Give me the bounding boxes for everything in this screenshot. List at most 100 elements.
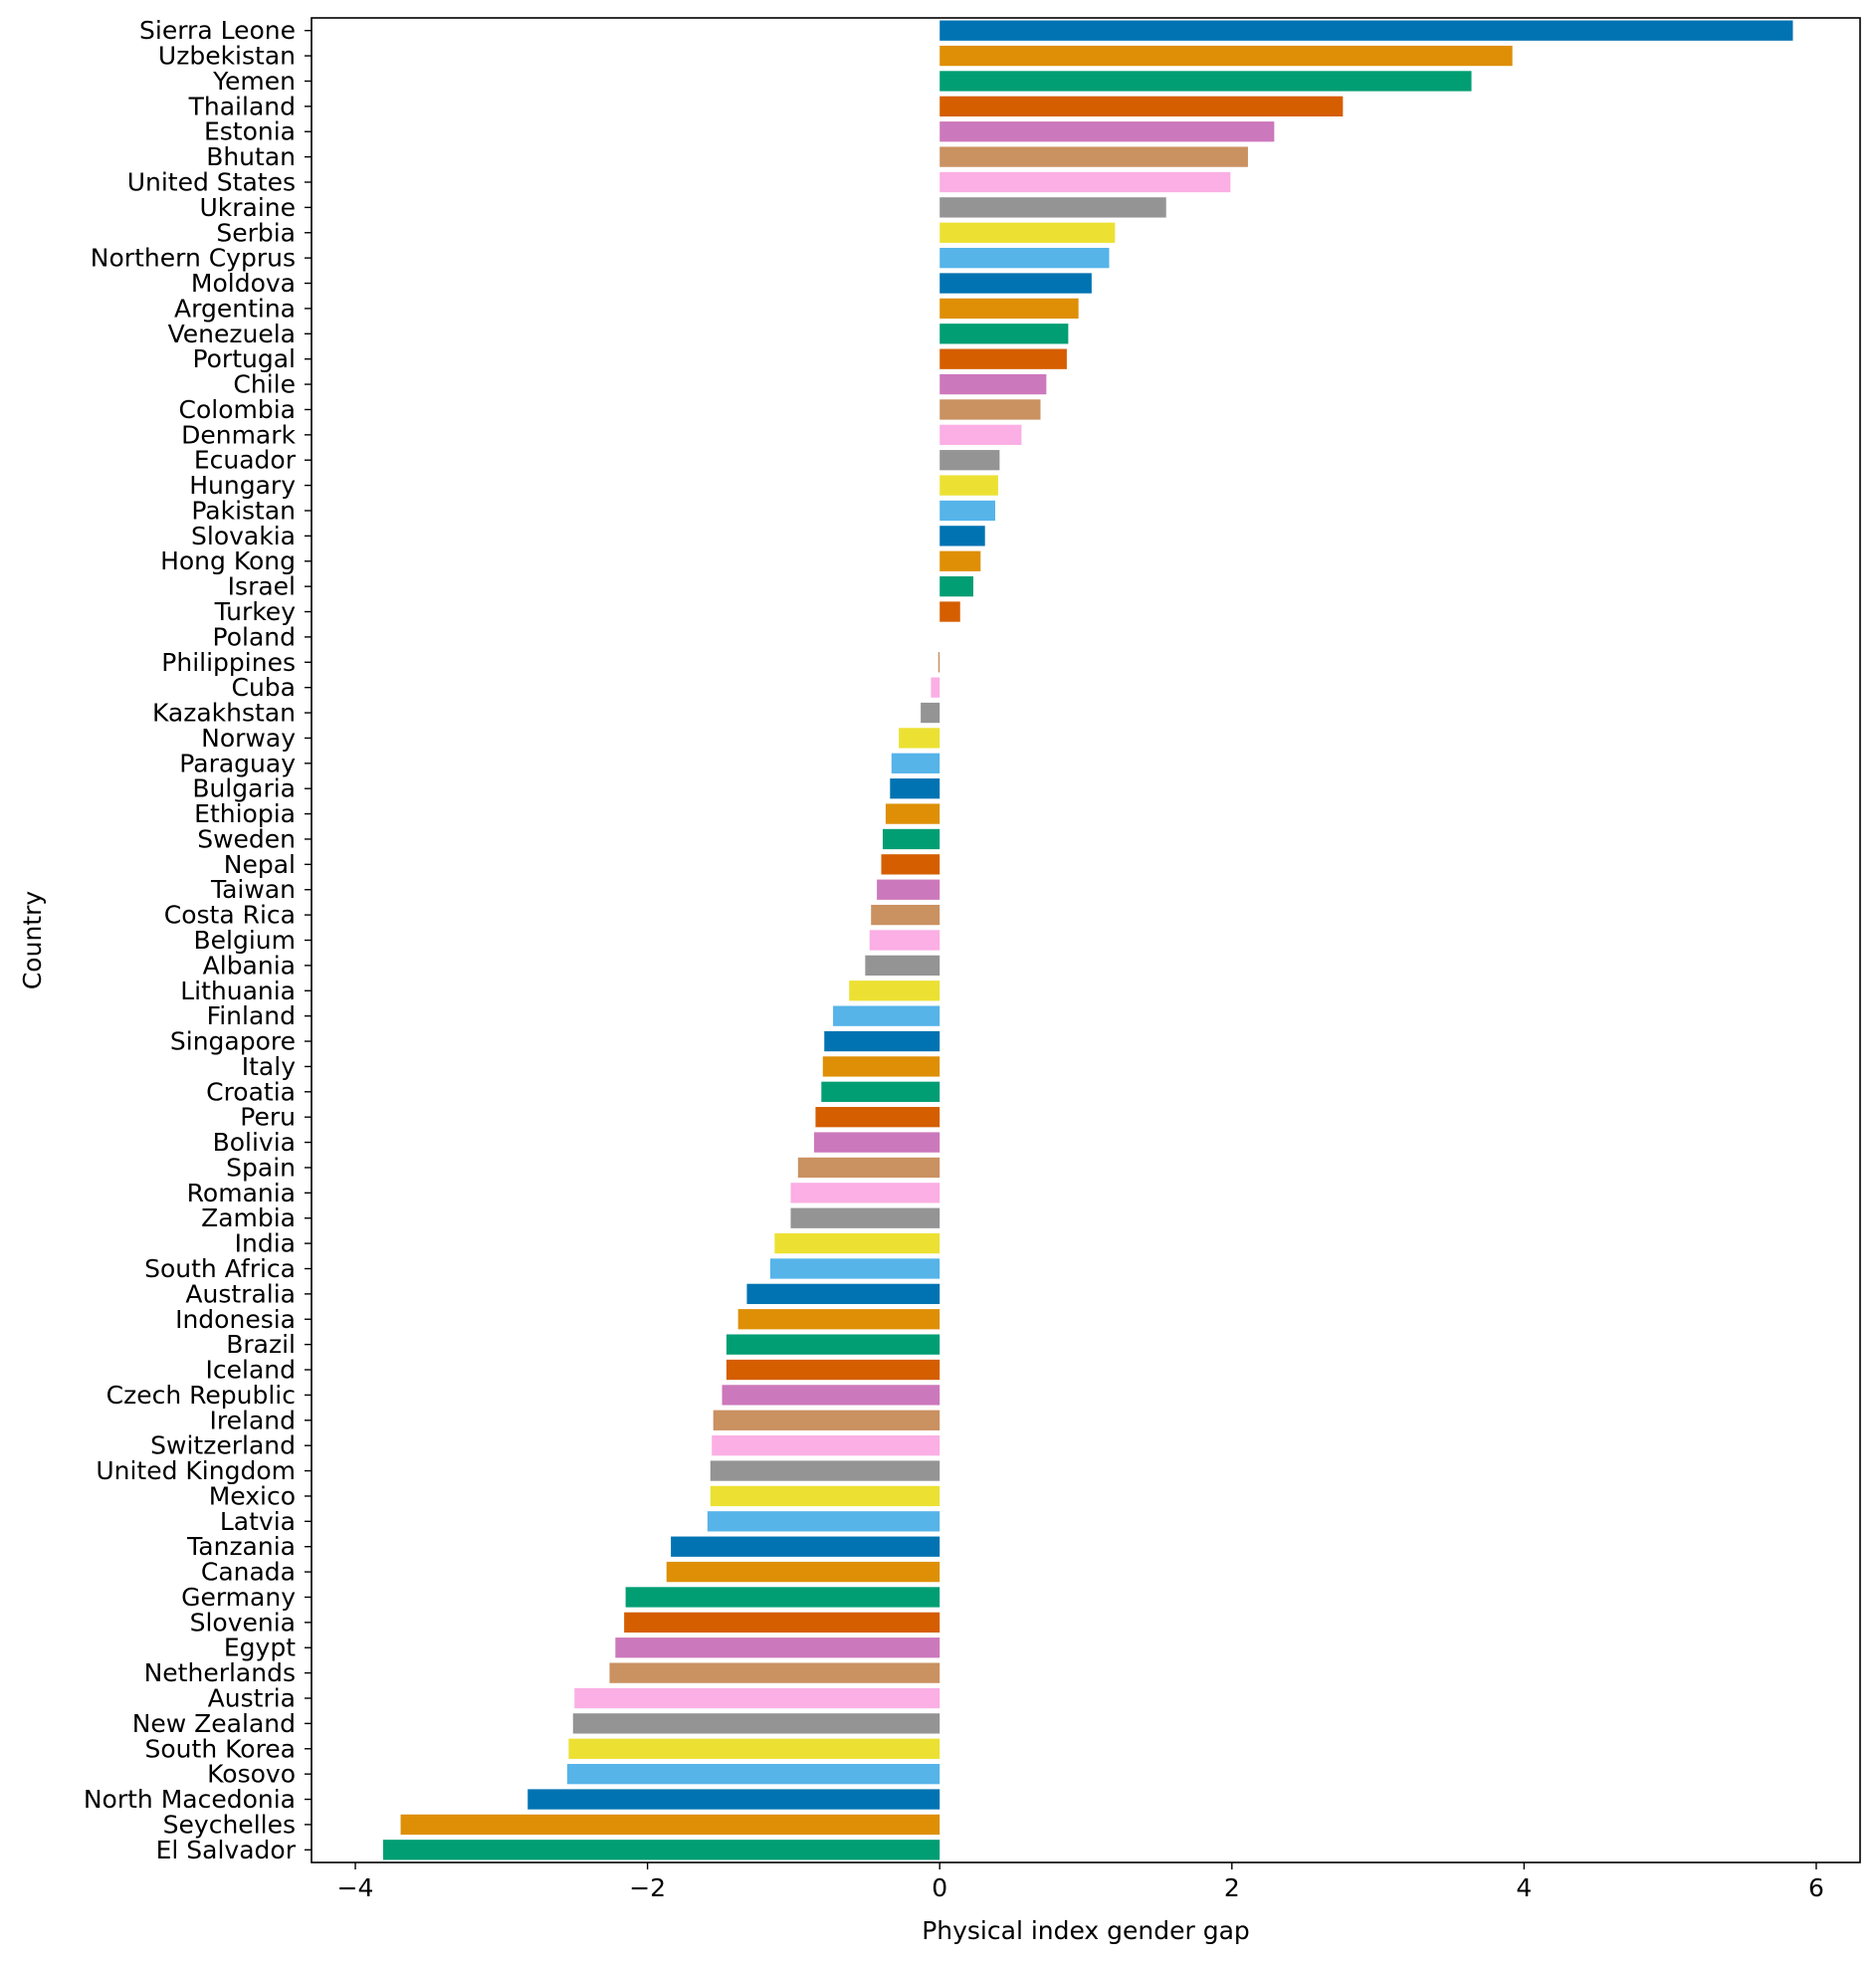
y-tick-label: Mexico	[209, 1481, 296, 1510]
y-tick-label: North Macedonia	[84, 1785, 296, 1814]
bar	[881, 854, 940, 875]
y-tick-label: Romania	[187, 1179, 296, 1207]
bar	[939, 348, 1067, 369]
bar	[939, 298, 1079, 320]
y-tick-label: Yemen	[212, 67, 296, 96]
bar	[939, 424, 1022, 445]
y-tick-label: Estonia	[204, 117, 296, 146]
y-tick-label: India	[235, 1229, 296, 1258]
y-tick-label: Turkey	[214, 597, 297, 626]
y-tick-label: Bolivia	[213, 1128, 296, 1157]
y-tick-label: Switzerland	[150, 1431, 296, 1460]
bar	[769, 1258, 940, 1279]
bar	[939, 526, 985, 546]
y-axis-label: Country	[18, 891, 47, 990]
bar	[797, 1157, 940, 1179]
y-tick-label: Colombia	[179, 395, 296, 424]
bar	[921, 702, 940, 724]
bar	[882, 828, 940, 850]
y-tick-label: Moldova	[191, 269, 296, 298]
x-tick-label: −4	[337, 1873, 374, 1902]
bar	[833, 1005, 940, 1026]
bar	[885, 803, 940, 824]
y-tick-label: Northern Cyprus	[91, 244, 296, 273]
bar	[382, 1840, 940, 1860]
bar	[877, 879, 940, 900]
y-tick-label: Latvia	[220, 1507, 296, 1536]
bar	[939, 20, 1793, 41]
y-tick-label: Taiwan	[210, 875, 296, 904]
bar	[822, 1056, 940, 1077]
bar	[939, 146, 1248, 167]
y-tick-label: Albania	[203, 951, 296, 980]
bar	[572, 1713, 940, 1734]
bar	[568, 1738, 940, 1759]
bar	[939, 450, 1000, 471]
y-tick-label: Slovakia	[191, 522, 296, 550]
y-tick-label: Italy	[242, 1052, 296, 1081]
bar	[609, 1662, 940, 1683]
bar	[710, 1485, 940, 1507]
y-tick-label: Finland	[207, 1001, 296, 1030]
bar	[939, 550, 981, 571]
bar	[849, 981, 940, 1001]
y-tick-label: Austria	[208, 1684, 296, 1713]
y-tick-label: Serbia	[216, 218, 296, 247]
y-tick-label: Costa Rica	[164, 901, 296, 930]
bar	[671, 1536, 940, 1557]
bar	[939, 247, 1110, 269]
plot-frame	[311, 17, 1861, 1863]
bar	[815, 1107, 940, 1128]
x-tick-label: 2	[1224, 1873, 1240, 1902]
bar	[939, 373, 1047, 395]
y-tick-label: Iceland	[206, 1356, 296, 1385]
y-tick-label: Singapore	[170, 1027, 296, 1056]
bar	[726, 1334, 940, 1355]
y-tick-label: Indonesia	[175, 1305, 296, 1334]
bar	[931, 677, 940, 698]
bar	[939, 96, 1344, 116]
bar	[710, 1460, 940, 1481]
bar	[615, 1638, 940, 1658]
x-axis-ticks: −4 −2 0 2 4 6	[337, 1862, 1824, 1902]
bar	[722, 1385, 940, 1406]
y-tick-label: Ireland	[210, 1406, 296, 1434]
x-tick-label: 6	[1808, 1873, 1824, 1902]
y-tick-label: Lithuania	[180, 977, 296, 1005]
bar	[790, 1183, 940, 1203]
bar	[939, 273, 1092, 294]
y-tick-label: Sweden	[197, 824, 296, 853]
y-tick-label: Norway	[201, 724, 296, 753]
bar	[939, 575, 973, 597]
bar	[938, 652, 940, 673]
y-tick-label: Hungary	[189, 471, 296, 500]
y-tick-label: Kosovo	[207, 1760, 296, 1789]
y-tick-label: Chile	[233, 370, 296, 399]
bar	[713, 1410, 940, 1430]
bar	[746, 1283, 940, 1305]
bar	[939, 399, 1041, 420]
bar	[869, 930, 940, 951]
y-tick-label: Zambia	[201, 1203, 296, 1232]
y-tick-label: Bhutan	[206, 142, 296, 171]
y-tick-label: Ukraine	[199, 193, 296, 222]
bar	[527, 1789, 940, 1810]
y-tick-label: Bulgaria	[192, 774, 296, 803]
bar	[865, 955, 940, 977]
y-tick-label: Ecuador	[194, 446, 297, 475]
bar	[899, 728, 940, 749]
y-tick-label: Paraguay	[179, 749, 296, 777]
y-tick-label: Spain	[226, 1153, 296, 1182]
x-axis-label: Physical index gender gap	[922, 1916, 1250, 1945]
bar	[813, 1132, 940, 1153]
y-tick-label: Israel	[228, 572, 296, 601]
y-tick-label: Ethiopia	[194, 799, 296, 828]
bar	[939, 71, 1472, 92]
bar	[574, 1687, 940, 1709]
bar	[871, 904, 940, 926]
y-tick-label: New Zealand	[132, 1709, 296, 1738]
y-tick-label: Netherlands	[144, 1658, 296, 1687]
y-tick-label: South Korea	[145, 1734, 296, 1763]
y-tick-label: Belgium	[194, 926, 297, 955]
